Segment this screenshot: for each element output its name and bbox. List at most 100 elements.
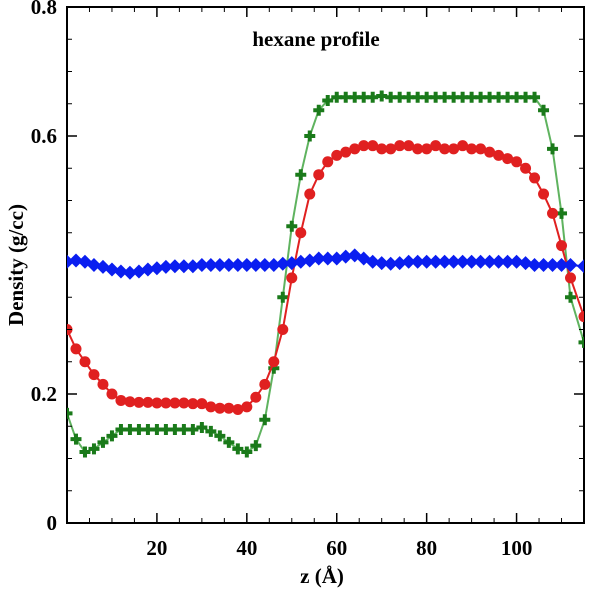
x-tick-label: 20: [146, 536, 167, 560]
data-point-diamond: [140, 262, 155, 277]
data-point-diamond: [266, 258, 281, 272]
data-point-circle: [322, 156, 334, 168]
data-point-diamond: [509, 254, 524, 269]
data-point-plus: [511, 91, 523, 103]
data-point-plus: [376, 90, 388, 102]
data-point-diamond: [491, 254, 506, 269]
data-point-circle: [439, 143, 451, 155]
data-point-plus: [520, 91, 532, 103]
data-point-diamond: [320, 251, 335, 266]
data-point-plus: [493, 91, 505, 103]
data-point-circle: [430, 140, 442, 152]
data-point-plus: [115, 423, 127, 435]
data-point-plus: [142, 423, 154, 435]
data-point-diamond: [131, 264, 146, 279]
data-point-plus: [439, 91, 451, 103]
data-point-plus: [457, 91, 469, 103]
data-point-plus: [565, 291, 577, 303]
data-point-circle: [448, 143, 460, 155]
data-point-plus: [538, 104, 550, 116]
data-point-circle: [565, 272, 577, 284]
y-tick-label: 0: [47, 511, 58, 535]
data-point-circle: [268, 356, 280, 368]
series-layer: [67, 90, 584, 458]
x-tick-label: 80: [416, 536, 437, 560]
x-tick-label: 60: [326, 536, 347, 560]
data-point-plus: [67, 407, 73, 419]
data-point-diamond: [158, 259, 173, 274]
data-point-plus: [79, 446, 91, 458]
data-point-plus: [250, 440, 262, 452]
data-point-circle: [331, 149, 343, 161]
data-point-diamond: [230, 258, 245, 272]
data-point-diamond: [392, 256, 407, 271]
data-point-circle: [142, 396, 154, 408]
data-point-circle: [133, 396, 145, 408]
data-point-diamond: [577, 259, 584, 274]
data-point-diamond: [428, 254, 443, 269]
data-point-circle: [178, 397, 190, 409]
data-point-plus: [286, 220, 298, 232]
axis-layer: 20 40 60 80 100 0 0.2 0.6 0.8: [31, 0, 584, 560]
data-point-circle: [394, 140, 406, 152]
data-point-plus: [322, 95, 334, 107]
data-point-plus: [349, 91, 361, 103]
data-point-diamond: [284, 256, 299, 271]
data-point-diamond: [203, 258, 218, 272]
data-point-plus: [313, 104, 325, 116]
data-point-diamond: [338, 249, 353, 264]
data-point-circle: [538, 188, 550, 200]
data-point-diamond: [554, 258, 569, 272]
data-point-diamond: [311, 251, 326, 266]
data-point-circle: [529, 172, 541, 184]
data-point-plus: [475, 91, 487, 103]
data-point-circle: [196, 398, 208, 410]
chart-title: hexane profile: [252, 27, 379, 51]
data-point-diamond: [122, 265, 137, 280]
data-point-diamond: [302, 253, 317, 268]
data-point-circle: [259, 378, 271, 390]
data-point-plus: [232, 443, 244, 455]
data-point-diamond: [446, 254, 461, 269]
series-circle: [67, 140, 584, 415]
data-point-plus: [502, 91, 514, 103]
data-point-diamond: [437, 254, 452, 269]
data-point-circle: [502, 153, 514, 165]
data-point-circle: [295, 227, 307, 239]
series-plus: [67, 90, 584, 458]
data-point-diamond: [536, 258, 551, 272]
data-point-circle: [457, 140, 469, 152]
data-point-diamond: [329, 251, 344, 266]
data-point-diamond: [185, 259, 200, 274]
data-point-plus: [331, 91, 343, 103]
data-point-circle: [241, 401, 253, 413]
data-point-plus: [196, 422, 208, 434]
data-point-circle: [115, 394, 127, 406]
data-point-circle: [403, 140, 415, 152]
data-point-plus: [529, 91, 541, 103]
data-point-circle: [349, 143, 361, 155]
data-point-plus: [304, 130, 316, 142]
data-point-circle: [79, 356, 91, 368]
data-point-circle: [520, 162, 532, 174]
data-point-plus: [578, 336, 584, 348]
data-point-plus: [547, 143, 559, 155]
data-point-diamond: [482, 254, 497, 269]
data-point-diamond: [104, 262, 119, 277]
data-point-plus: [358, 91, 370, 103]
x-tick-label: 100: [501, 536, 533, 560]
data-point-diamond: [248, 258, 263, 272]
data-point-plus: [556, 207, 568, 219]
data-point-circle: [475, 143, 487, 155]
data-point-circle: [421, 143, 433, 155]
data-point-plus: [295, 169, 307, 181]
data-point-circle: [232, 403, 244, 415]
data-point-diamond: [167, 259, 182, 274]
data-point-diamond: [383, 256, 398, 271]
data-point-circle: [223, 402, 235, 414]
data-point-plus: [187, 423, 199, 435]
data-point-diamond: [473, 254, 488, 269]
data-point-circle: [106, 388, 118, 400]
data-point-circle: [556, 240, 568, 252]
data-point-diamond: [293, 254, 308, 269]
